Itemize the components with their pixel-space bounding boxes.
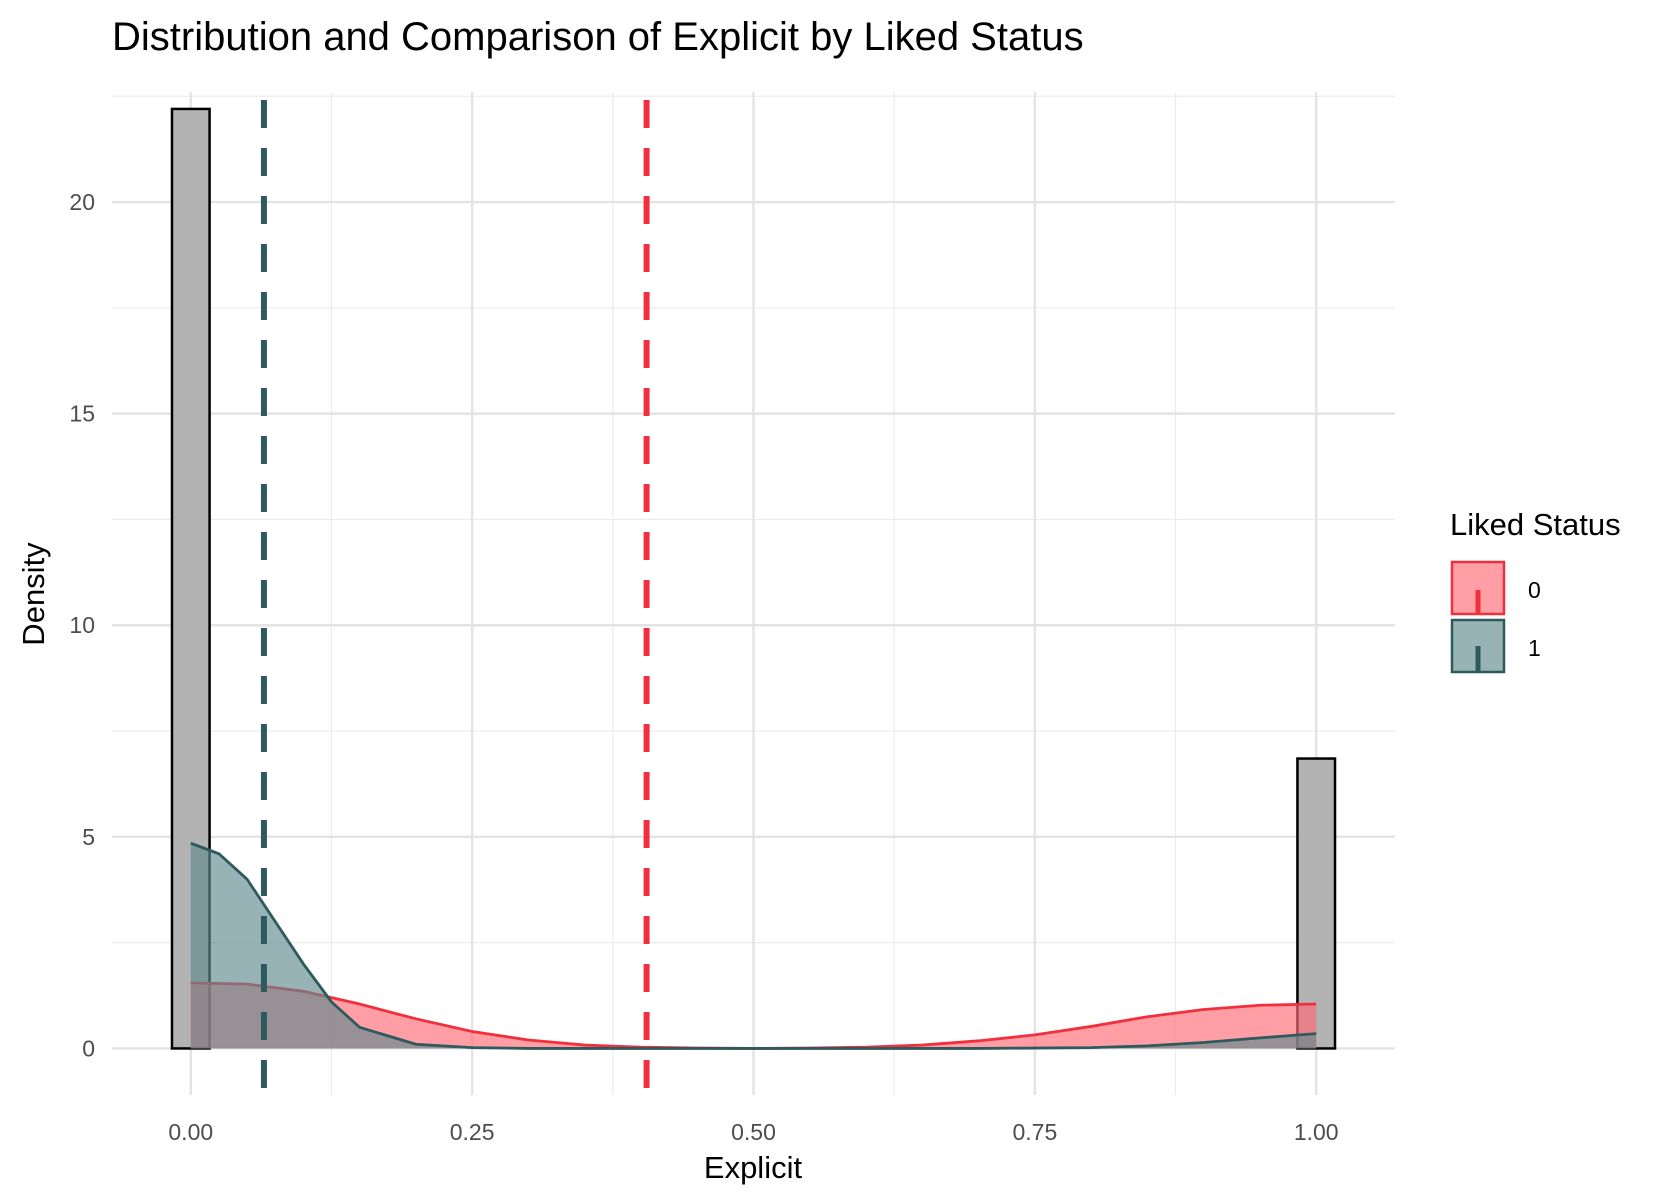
legend-label-1: 1 bbox=[1528, 635, 1541, 661]
x-tick-label: 0.25 bbox=[450, 1119, 495, 1145]
x-tick-label: 0.50 bbox=[731, 1119, 776, 1145]
x-axis-title: Explicit bbox=[704, 1150, 803, 1185]
y-tick-label: 5 bbox=[82, 824, 95, 850]
density-line-1 bbox=[190, 841, 1317, 1050]
y-tick-label: 15 bbox=[69, 401, 95, 427]
y-axis-title: Density bbox=[16, 542, 51, 646]
y-tick-label: 0 bbox=[82, 1035, 95, 1061]
legend-title: Liked Status bbox=[1450, 507, 1621, 542]
y-tick-label: 20 bbox=[69, 189, 95, 215]
legend: Liked Status 0 1 bbox=[1450, 507, 1621, 674]
x-tick-label: 0.75 bbox=[1012, 1119, 1057, 1145]
legend-label-0: 0 bbox=[1528, 577, 1541, 603]
y-tick-label: 10 bbox=[69, 612, 95, 638]
major-gridlines bbox=[112, 92, 1395, 1095]
density-area-1 bbox=[190, 843, 1317, 1049]
x-axis-ticks: 0.00 0.25 0.50 0.75 1.00 bbox=[168, 1119, 1338, 1145]
y-axis-ticks: 0 5 10 15 20 bbox=[69, 189, 95, 1061]
histogram-bar bbox=[1296, 757, 1337, 1050]
density-curves bbox=[190, 841, 1317, 1050]
x-tick-label: 0.00 bbox=[168, 1119, 213, 1145]
mean-lines bbox=[260, 100, 650, 1095]
chart-title: Distribution and Comparison of Explicit … bbox=[112, 15, 1084, 59]
x-tick-label: 1.00 bbox=[1294, 1119, 1339, 1145]
